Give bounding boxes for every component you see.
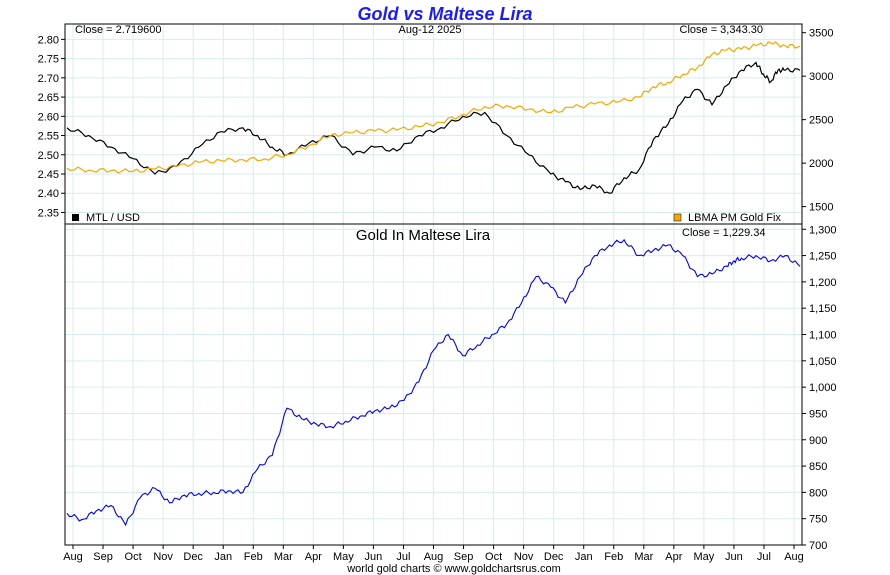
bottom-tick-label: 1,050 bbox=[809, 356, 837, 368]
left-tick-label: 2.75 bbox=[38, 54, 59, 66]
x-tick-label: Nov bbox=[514, 551, 534, 563]
left-tick-label: 2.55 bbox=[38, 131, 59, 143]
x-tick-label: Oct bbox=[485, 551, 502, 563]
bottom-tick-label: 1,150 bbox=[809, 303, 837, 315]
x-tick-label: Feb bbox=[604, 551, 623, 563]
x-tick-label: Jan bbox=[575, 551, 593, 563]
right-tick-label: 3000 bbox=[809, 71, 833, 83]
left-tick-label: 2.40 bbox=[38, 188, 59, 200]
top-panel-grid bbox=[65, 24, 802, 224]
x-tick-label: Jul bbox=[396, 551, 410, 563]
x-tick-label: Dec bbox=[183, 551, 203, 563]
legend-label-mtl: MTL / USD bbox=[86, 212, 140, 224]
bottom-tick-label: 1,250 bbox=[809, 251, 837, 263]
bottom-tick-label: 900 bbox=[809, 435, 827, 447]
bottom-tick-label: 850 bbox=[809, 461, 827, 473]
x-tick-label: Jun bbox=[365, 551, 383, 563]
bottom-tick-label: 1,300 bbox=[809, 224, 837, 236]
right-tick-label: 3500 bbox=[809, 28, 833, 40]
x-tick-label: Mar bbox=[274, 551, 293, 563]
left-tick-label: 2.80 bbox=[38, 34, 59, 46]
left-tick-label: 2.70 bbox=[38, 73, 59, 85]
bottom-tick-label: 1,000 bbox=[809, 382, 837, 394]
bottom-panel-title: Gold In Maltese Lira bbox=[356, 227, 491, 244]
x-axis: Aug Sep Oct Nov Dec Jan Feb Mar Apr May Jun Jul Aug S… bbox=[63, 545, 804, 563]
x-tick-label: Aug bbox=[784, 551, 804, 563]
right-close-label: Close = 3,343.30 bbox=[680, 24, 763, 36]
right-tick-label: 1500 bbox=[809, 202, 833, 214]
x-tick-label: Aug bbox=[63, 551, 83, 563]
chart-title: Gold vs Maltese Lira bbox=[357, 4, 532, 24]
bottom-tick-label: 750 bbox=[809, 514, 827, 526]
left-close-label: Close = 2.719600 bbox=[75, 24, 162, 36]
bottom-right-axis: 700 750 800 850 900 950 1,000 1,050 1,100 1,150 1,… bbox=[802, 224, 837, 552]
footer-credit: world gold charts © www.goldchartsrus.co… bbox=[346, 563, 561, 575]
legend-label-gold: LBMA PM Gold Fix bbox=[688, 212, 781, 224]
x-tick-label: Sep bbox=[93, 551, 113, 563]
x-tick-label: Mar bbox=[634, 551, 653, 563]
left-tick-label: 2.50 bbox=[38, 150, 59, 162]
left-tick-label: 2.45 bbox=[38, 169, 59, 181]
legend-swatch-gold bbox=[673, 213, 682, 222]
x-tick-label: Jan bbox=[214, 551, 232, 563]
left-tick-label: 2.65 bbox=[38, 92, 59, 104]
x-tick-label: Aug bbox=[424, 551, 444, 563]
series-line-gold-in-lira bbox=[66, 238, 801, 527]
x-tick-label: Apr bbox=[305, 551, 322, 563]
x-tick-label: Sep bbox=[454, 551, 474, 563]
series-line-mtl-usd bbox=[66, 61, 801, 194]
top-left-axis: 2.35 2.40 2.45 2.50 2.55 2.60 2.65 2.70 2.75 2.80 bbox=[38, 34, 65, 219]
x-tick-label: Feb bbox=[244, 551, 263, 563]
x-tick-label: Dec bbox=[544, 551, 564, 563]
series-layer bbox=[66, 40, 801, 527]
left-tick-label: 2.35 bbox=[38, 207, 59, 219]
bottom-tick-label: 1,100 bbox=[809, 330, 837, 342]
date-label: Aug-12 2025 bbox=[399, 24, 462, 36]
x-tick-label: May bbox=[333, 551, 354, 563]
x-tick-label: Jun bbox=[725, 551, 743, 563]
left-tick-label: 2.60 bbox=[38, 111, 59, 123]
x-tick-label: Jul bbox=[757, 551, 771, 563]
right-tick-label: 2000 bbox=[809, 158, 833, 170]
series-line-gold-fix bbox=[66, 40, 801, 174]
bottom-close-label: Close = 1,229.34 bbox=[682, 227, 765, 239]
top-right-axis: 1500 2000 2500 3000 3500 bbox=[802, 28, 833, 214]
x-tick-label: Oct bbox=[125, 551, 142, 563]
right-tick-label: 2500 bbox=[809, 115, 833, 127]
bottom-tick-label: 1,200 bbox=[809, 277, 837, 289]
x-tick-label: Apr bbox=[665, 551, 682, 563]
legend-swatch-mtl bbox=[72, 214, 79, 221]
bottom-tick-label: 950 bbox=[809, 408, 827, 420]
bottom-panel-grid bbox=[65, 224, 802, 546]
bottom-tick-label: 800 bbox=[809, 487, 827, 499]
x-tick-label: May bbox=[693, 551, 714, 563]
bottom-tick-label: 700 bbox=[809, 540, 827, 552]
x-tick-label: Nov bbox=[153, 551, 173, 563]
